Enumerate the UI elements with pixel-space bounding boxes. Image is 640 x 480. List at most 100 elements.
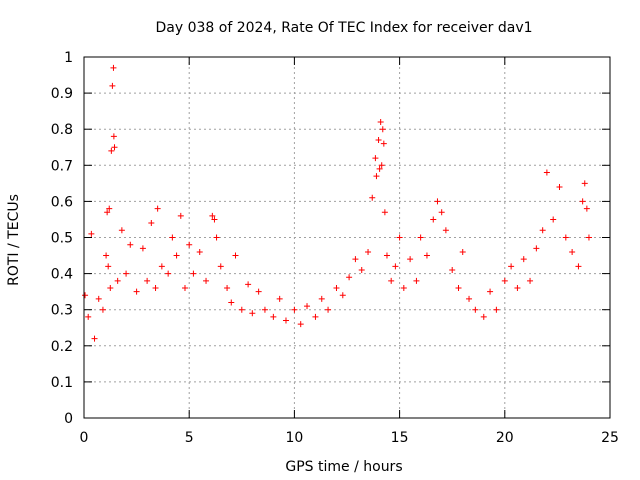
data-point xyxy=(533,245,540,252)
data-point xyxy=(152,285,159,292)
data-point xyxy=(291,306,298,313)
data-point xyxy=(381,209,388,216)
data-point xyxy=(423,252,430,259)
data-point xyxy=(133,288,140,295)
data-point xyxy=(181,285,188,292)
data-point xyxy=(282,317,289,324)
data-point xyxy=(88,230,95,237)
data-point xyxy=(449,266,456,273)
data-point xyxy=(455,285,462,292)
data-point xyxy=(352,256,359,263)
data-point xyxy=(196,248,203,255)
axis-ticks: 00.10.20.30.40.50.60.70.80.910 5 10 15 20 25 xyxy=(51,50,619,446)
data-point xyxy=(148,220,155,227)
data-point xyxy=(569,248,576,255)
data-point xyxy=(224,285,231,292)
y-tick-label: 0.9 xyxy=(51,86,73,102)
data-point xyxy=(297,321,304,328)
data-point xyxy=(550,216,557,223)
data-point xyxy=(91,335,98,342)
data-point xyxy=(434,198,441,205)
data-point xyxy=(583,205,590,212)
data-point xyxy=(238,306,245,313)
data-point xyxy=(562,234,569,241)
data-point xyxy=(442,227,449,234)
data-point xyxy=(304,303,311,310)
data-point xyxy=(459,248,466,255)
data-point xyxy=(249,310,256,317)
data-point xyxy=(514,285,521,292)
data-point xyxy=(139,245,146,252)
y-tick-label: 0.2 xyxy=(51,339,73,355)
data-point xyxy=(209,212,216,219)
data-point xyxy=(158,263,165,270)
data-point xyxy=(211,216,218,223)
data-point xyxy=(109,82,116,89)
data-point xyxy=(261,306,268,313)
y-tick-label: 0.6 xyxy=(51,194,73,210)
y-tick-label: 0.1 xyxy=(51,375,73,391)
data-point xyxy=(203,277,210,284)
data-point xyxy=(111,144,118,151)
data-point xyxy=(104,209,111,216)
data-point xyxy=(108,147,115,154)
data-point xyxy=(173,252,180,259)
data-point xyxy=(527,277,534,284)
data-point xyxy=(103,252,110,259)
data-point xyxy=(575,263,582,270)
data-point xyxy=(270,313,277,320)
data-point xyxy=(487,288,494,295)
data-point xyxy=(378,162,385,169)
data-point xyxy=(110,133,117,140)
data-point xyxy=(396,234,403,241)
data-point xyxy=(85,313,92,320)
y-axis-label: ROTI / TECUs xyxy=(6,194,22,286)
data-point xyxy=(380,140,387,147)
x-tick-label: 5 xyxy=(185,430,194,446)
data-point xyxy=(217,263,224,270)
data-point xyxy=(417,234,424,241)
data-point xyxy=(383,252,390,259)
data-point xyxy=(169,234,176,241)
x-tick-label: 20 xyxy=(496,430,514,446)
data-point xyxy=(177,212,184,219)
data-point xyxy=(480,313,487,320)
data-point xyxy=(325,306,332,313)
data-point xyxy=(377,118,384,125)
data-point xyxy=(165,270,172,277)
data-point xyxy=(95,295,102,302)
data-point xyxy=(346,274,353,281)
data-point xyxy=(127,241,134,248)
data-point xyxy=(556,183,563,190)
data-point xyxy=(144,277,151,284)
data-point xyxy=(430,216,437,223)
data-point xyxy=(438,209,445,216)
data-point xyxy=(579,198,586,205)
data-point xyxy=(376,165,383,172)
data-point xyxy=(369,194,376,201)
data-point xyxy=(358,266,365,273)
x-tick-label: 0 xyxy=(80,430,89,446)
y-tick-label: 0.3 xyxy=(51,303,73,319)
data-point xyxy=(413,277,420,284)
data-point xyxy=(543,169,550,176)
x-tick-label: 15 xyxy=(391,430,409,446)
data-point xyxy=(228,299,235,306)
data-point xyxy=(372,155,379,162)
x-tick-label: 25 xyxy=(601,430,619,446)
data-point xyxy=(245,281,252,288)
data-point xyxy=(105,263,112,270)
data-point xyxy=(379,126,386,133)
data-point xyxy=(333,285,340,292)
data-point xyxy=(99,306,106,313)
y-tick-label: 0.5 xyxy=(51,231,73,247)
data-point xyxy=(493,306,500,313)
data-point xyxy=(365,248,372,255)
data-point xyxy=(255,288,262,295)
data-point xyxy=(472,306,479,313)
data-point xyxy=(373,173,380,180)
data-point xyxy=(276,295,283,302)
y-tick-label: 0.7 xyxy=(51,158,73,174)
data-points xyxy=(82,64,592,342)
